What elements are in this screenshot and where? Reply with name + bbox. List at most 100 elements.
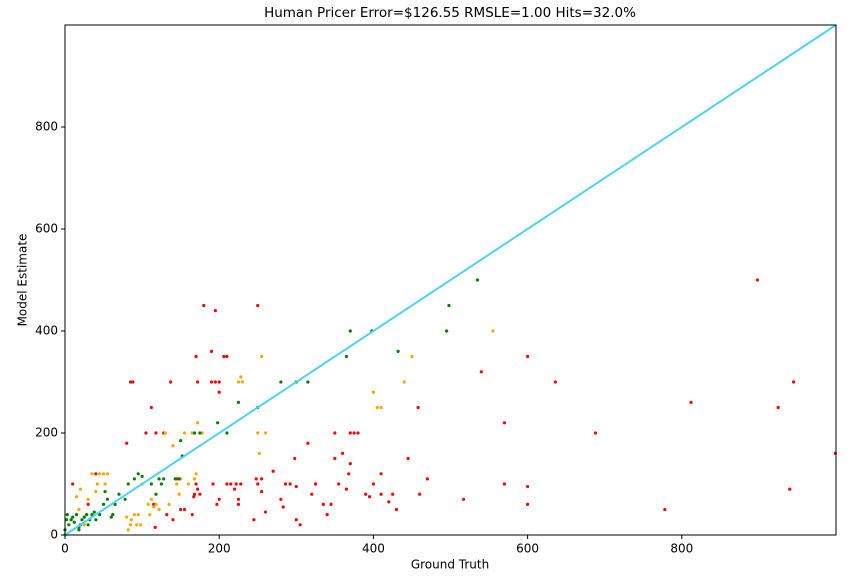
point (217, 390, 221, 394)
point (379, 405, 383, 410)
chart-title: Human Pricer Error=$126.55 RMSLE=1.00 Hi… (264, 5, 636, 21)
point (379, 472, 383, 476)
point (418, 492, 422, 496)
point (240, 380, 244, 384)
point (177, 492, 181, 496)
point (491, 329, 495, 333)
point (113, 502, 117, 506)
point (132, 513, 136, 517)
point (502, 482, 507, 486)
point (416, 405, 420, 410)
point (182, 507, 187, 512)
plot-frame (64, 24, 837, 536)
point (526, 502, 530, 506)
point (86, 497, 90, 501)
point (236, 502, 241, 506)
x-tick-label: 600 (516, 542, 539, 556)
point (159, 482, 163, 486)
point (298, 523, 302, 527)
point (348, 329, 352, 333)
point (69, 518, 73, 522)
point (198, 431, 202, 435)
point (367, 495, 372, 499)
point (82, 523, 86, 527)
point (217, 380, 221, 384)
point (186, 482, 190, 486)
point (157, 477, 161, 481)
point (105, 497, 110, 501)
point (194, 472, 198, 476)
y-tick-label: 0 (50, 528, 58, 542)
point (256, 303, 260, 308)
point (225, 431, 229, 435)
point (123, 497, 127, 501)
point (171, 518, 175, 522)
point (84, 513, 89, 517)
point (215, 502, 219, 506)
point (117, 492, 121, 496)
point (234, 482, 238, 486)
y-axis-label: Model Estimate (16, 234, 30, 327)
point (152, 502, 156, 506)
point (348, 431, 352, 435)
point (239, 482, 243, 486)
point (263, 510, 268, 514)
point (74, 513, 79, 517)
point (791, 380, 796, 384)
point (347, 472, 351, 476)
point (344, 487, 349, 491)
point (776, 405, 780, 410)
point (340, 451, 345, 455)
point (252, 518, 256, 522)
x-axis-label: Ground Truth (411, 558, 489, 572)
point (94, 472, 98, 476)
point (126, 528, 130, 532)
point (263, 431, 268, 435)
point (179, 507, 183, 512)
point (94, 490, 98, 494)
point (217, 497, 221, 501)
point (111, 513, 115, 517)
point (402, 380, 406, 384)
x-tick-label: 0 (61, 542, 69, 556)
point (329, 502, 333, 506)
point (593, 431, 598, 435)
point (90, 513, 94, 517)
point (125, 441, 129, 445)
x-tick-label: 200 (208, 542, 231, 556)
point (371, 390, 375, 394)
point (148, 513, 152, 517)
point (149, 497, 153, 501)
point (149, 405, 153, 410)
point (394, 507, 399, 512)
point (306, 441, 310, 445)
point (126, 482, 130, 486)
point (167, 502, 171, 506)
point (179, 439, 183, 443)
point (162, 477, 166, 481)
point (196, 421, 200, 425)
point (67, 523, 71, 527)
point (306, 380, 310, 384)
point (225, 354, 229, 359)
point (294, 484, 298, 489)
point (260, 477, 264, 481)
point (425, 477, 429, 481)
point (192, 431, 197, 435)
point (445, 329, 449, 333)
point (689, 400, 693, 404)
point (135, 523, 139, 527)
point (72, 520, 76, 524)
point (321, 502, 325, 506)
point (281, 505, 285, 509)
point (192, 495, 196, 499)
point (283, 482, 288, 486)
point (788, 487, 792, 491)
point (190, 431, 194, 435)
point (333, 431, 337, 435)
point (77, 507, 81, 512)
point (233, 487, 237, 491)
point (98, 513, 102, 517)
